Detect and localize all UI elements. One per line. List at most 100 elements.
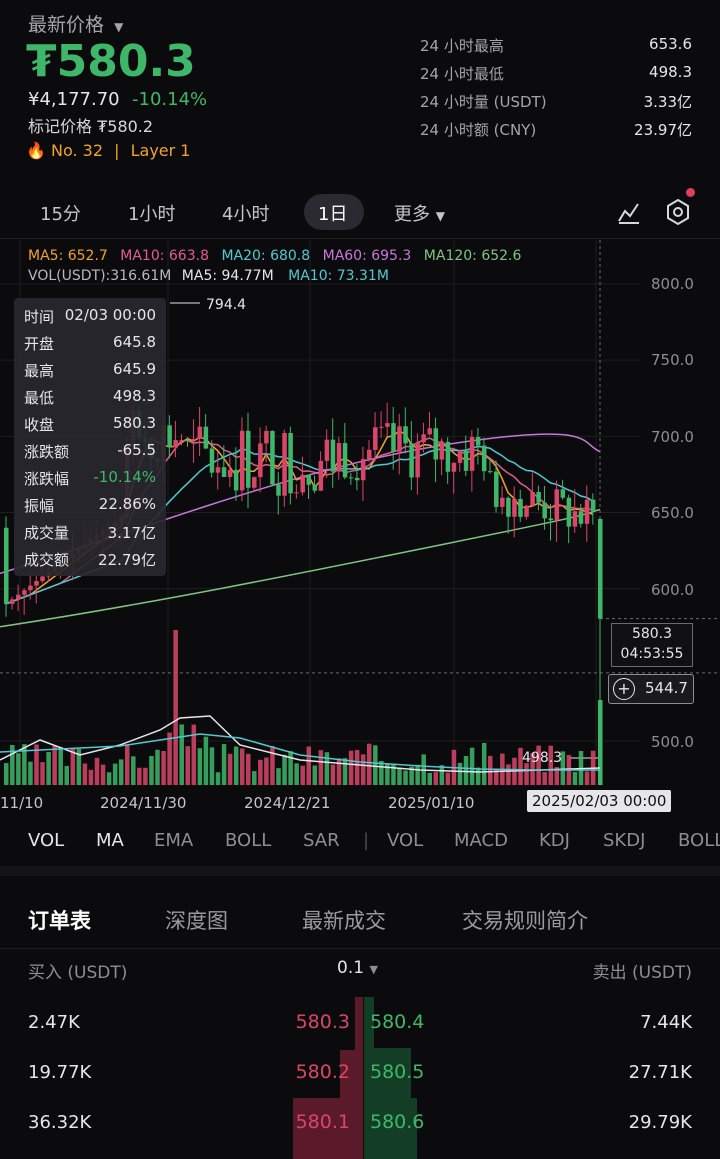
tooltip-label: 最低 <box>24 389 55 407</box>
indicator-macd[interactable]: MACD <box>454 830 508 851</box>
candle-body <box>197 426 203 439</box>
indicator-vol-sub[interactable]: VOL <box>387 830 424 851</box>
tooltip-value: -10.14% <box>93 468 156 486</box>
volume-bar <box>530 753 535 785</box>
candle-body <box>203 426 209 449</box>
volume-bar <box>560 751 566 785</box>
tooltip-value: 645.8 <box>113 333 156 351</box>
volume-bar <box>403 770 408 785</box>
volume-bar <box>427 772 432 785</box>
tab-depth[interactable]: 深度图 <box>165 909 228 933</box>
tab-4h[interactable]: 4小时 <box>222 204 270 225</box>
candle-body <box>415 442 420 478</box>
x-axis-label: 2024/11/30 <box>100 794 187 812</box>
volume-bar <box>197 748 203 785</box>
volume-bar <box>94 757 100 785</box>
candle-body <box>506 497 511 517</box>
volume-bar <box>572 772 578 785</box>
precision-select[interactable]: 0.1 ▼ <box>337 958 378 978</box>
volume-bar <box>409 766 414 785</box>
candle-body <box>530 492 535 506</box>
volume-bar <box>82 763 88 785</box>
volume-bar <box>336 758 342 785</box>
candle-body <box>354 477 360 481</box>
ask-price[interactable]: 580.4 <box>370 1011 425 1033</box>
tab-1h[interactable]: 1小时 <box>128 204 176 225</box>
candle-body <box>397 426 402 452</box>
volume-bar <box>554 767 560 785</box>
candle-body <box>360 459 366 481</box>
divider <box>0 238 720 239</box>
volume-bar <box>4 763 9 785</box>
price-title[interactable]: 最新价格 ▼ <box>28 10 123 37</box>
gear-icon[interactable] <box>664 198 692 230</box>
tab-trades[interactable]: 最新成交 <box>302 909 386 933</box>
tooltip-value: 22.86% <box>98 495 156 513</box>
ma-legend: MA5: 652.7 MA10: 663.8 MA20: 680.8 MA60:… <box>28 248 521 264</box>
bid-qty: 19.77K <box>28 1062 92 1083</box>
volume-bar <box>276 768 281 785</box>
indicator-vol[interactable]: VOL <box>28 830 65 851</box>
candle-body <box>433 428 439 460</box>
tab-15m[interactable]: 15分 <box>40 204 81 225</box>
plus-circle-icon[interactable]: + <box>613 678 635 700</box>
ask-price[interactable]: 580.5 <box>370 1061 425 1083</box>
bid-price[interactable]: 580.2 <box>295 1061 350 1083</box>
indicator-boll-sub[interactable]: BOLL <box>678 830 720 851</box>
rank-row[interactable]: 🔥 No. 32 | Layer 1 <box>26 141 190 160</box>
ask-qty: 7.44K <box>640 1012 692 1033</box>
x-axis-selected-label: 2025/02/03 00:00 <box>527 790 672 812</box>
bid-price[interactable]: 580.3 <box>295 1011 350 1033</box>
stat-value-low: 498.3 <box>649 63 692 81</box>
candle-body <box>554 489 560 521</box>
tooltip-value: 498.3 <box>113 387 156 405</box>
volume-bar <box>149 755 154 785</box>
x-axis-label: 11/10 <box>0 794 44 812</box>
crosshair-price-tag[interactable]: + 544.7 <box>608 674 694 704</box>
volume-bar <box>548 745 553 785</box>
indicator-sar[interactable]: SAR <box>303 830 340 851</box>
volume-bar <box>439 765 445 785</box>
tab-orderbook[interactable]: 订单表 <box>28 909 91 933</box>
tab-rules[interactable]: 交易规则简介 <box>462 909 588 933</box>
volume-bar <box>469 747 475 785</box>
candle-body <box>494 471 499 507</box>
volume-bar <box>391 764 396 785</box>
indicator-settings-icon[interactable] <box>616 199 642 229</box>
volume-bar <box>354 749 360 785</box>
divider <box>0 948 720 949</box>
candle-body <box>294 492 299 494</box>
rank-label: No. 32 <box>51 141 104 160</box>
volume-bar <box>373 745 378 785</box>
candle-body <box>312 484 318 491</box>
tab-1d[interactable]: 1日 <box>318 204 348 225</box>
volume-bar <box>88 769 94 785</box>
indicator-ema[interactable]: EMA <box>154 830 194 851</box>
notification-dot <box>686 188 695 197</box>
candle-body <box>572 511 578 527</box>
divider: | <box>363 830 370 851</box>
candle-body <box>288 433 293 494</box>
indicator-kdj[interactable]: KDJ <box>539 830 570 851</box>
volume-bar <box>264 757 269 785</box>
tab-more[interactable]: 更多 ▼ <box>394 200 445 226</box>
indicator-skdj[interactable]: SKDJ <box>603 830 646 851</box>
indicator-boll[interactable]: BOLL <box>225 830 272 851</box>
candle-body <box>584 499 590 524</box>
x-axis-label: 2025/01/10 <box>388 794 475 812</box>
ask-price[interactable]: 580.6 <box>370 1111 425 1133</box>
volume-bar <box>125 744 130 785</box>
candle-body <box>4 527 9 604</box>
candle-body <box>421 434 426 443</box>
y-axis-label: 800.0 <box>651 275 694 293</box>
stat-label-high: 24 小时最高 <box>420 37 504 55</box>
tooltip-label: 最高 <box>24 362 55 380</box>
ask-header: 卖出 (USDT) <box>592 963 692 983</box>
vol-ma5-line <box>0 715 601 773</box>
tooltip-label: 时间 <box>24 308 55 326</box>
volume-bar <box>385 763 390 785</box>
volume-bar <box>330 764 336 785</box>
candle-body <box>439 441 445 460</box>
bid-price[interactable]: 580.1 <box>295 1111 350 1133</box>
indicator-ma[interactable]: MA <box>96 830 124 851</box>
